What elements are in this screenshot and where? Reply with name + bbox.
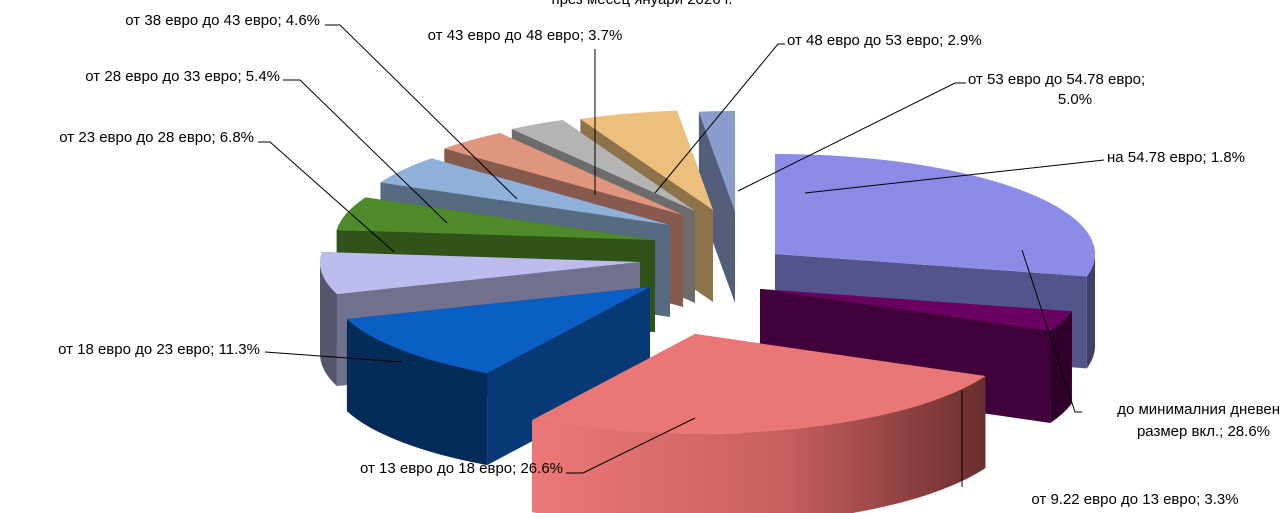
slice-label-5478: на 54.78 евро; 1.8%: [1107, 149, 1245, 166]
leader-line-min-daily: [1021, 249, 1082, 413]
leader-line-18-23: [264, 351, 403, 363]
slice-label-53-5478-line2: 5.0%: [1058, 91, 1092, 108]
leader-lines: [258, 24, 1105, 487]
slice-label-53-5478-line1: от 53 евро до 54.78 евро;: [968, 71, 1145, 88]
slice-label-13-18: от 13 евро до 18 евро; 26.6%: [360, 460, 563, 477]
pie-slice-5478: [698, 111, 735, 303]
leader-line-23-28: [258, 141, 395, 253]
chart-title: през месец януари 2026 г.: [551, 0, 732, 8]
leader-line-38-43: [325, 24, 518, 200]
slice-label-28-33: от 28 евро до 33 евро; 5.4%: [85, 68, 280, 85]
pie-slice-13-18: [532, 334, 986, 513]
slice-label-18-23: от 18 евро до 23 евро; 11.3%: [58, 341, 260, 358]
pie-slices: [319, 110, 1096, 513]
leader-line-48-53: [654, 43, 785, 194]
slice-label-min-daily-line2: размер вкл.; 28.6%: [1137, 423, 1270, 440]
slice-label-23-28: от 23 евро до 28 евро; 6.8%: [59, 129, 254, 146]
pie-slice-18-23: [346, 287, 650, 466]
slice-label-38-43: от 38 евро до 43 евро; 4.6%: [125, 12, 320, 29]
leader-line-5478: [804, 159, 1105, 194]
slice-label-48-53: от 48 евро до 53 евро; 2.9%: [787, 32, 982, 49]
slice-label-min-daily-line1: до минималния дневен: [1117, 401, 1280, 418]
leader-line-53-5478: [737, 82, 966, 192]
slice-label-43-48: от 43 евро до 48 евро; 3.7%: [428, 27, 623, 44]
leader-line-28-33: [283, 79, 448, 224]
leader-line-13-18: [566, 417, 696, 474]
slice-label-9-13: от 9.22 евро до 13 евро; 3.3%: [1031, 491, 1238, 508]
